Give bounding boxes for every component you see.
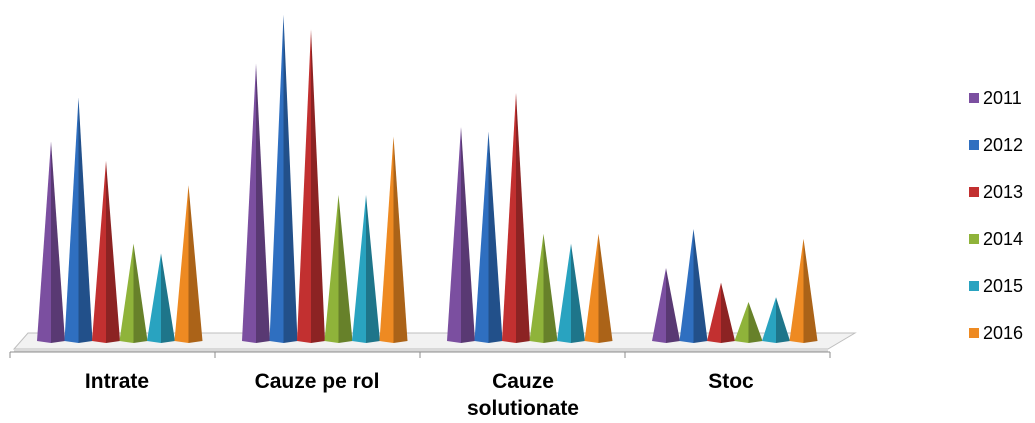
cone-left-face	[679, 229, 694, 343]
cone-2015-cauze-pe-rol	[352, 194, 380, 343]
cone-2011-stoc	[652, 267, 680, 343]
chart-cones	[37, 14, 818, 344]
legend-swatch	[969, 328, 979, 338]
category-label: Stoc	[708, 370, 754, 393]
legend-label: 2015	[983, 275, 1024, 296]
cone-left-face	[707, 282, 721, 343]
cone-left-face	[352, 194, 366, 343]
cone-left-face	[242, 63, 256, 343]
cone-2011-cauze-solutionate	[447, 126, 475, 343]
cone-2014-cauze-solutionate	[529, 233, 558, 343]
cone-2015-intrate	[147, 253, 175, 343]
legend-item-2011: 2011	[969, 88, 1022, 108]
cone-left-face	[652, 267, 666, 343]
cone-2014-intrate	[119, 243, 148, 343]
legend-swatch	[969, 281, 979, 291]
legend-swatch	[969, 234, 979, 244]
legend-item-2014: 2014	[969, 229, 1023, 249]
legend-item-2016: 2016	[969, 323, 1023, 343]
cone-right-face	[161, 253, 175, 343]
legend-item-2012: 2012	[969, 135, 1023, 155]
cone-right-face	[488, 131, 503, 343]
cone-left-face	[269, 14, 284, 344]
cone-2016-cauze-pe-rol	[379, 136, 408, 343]
cone-left-face	[762, 297, 776, 343]
cone-2012-intrate	[64, 97, 93, 343]
legend-item-2015: 2015	[969, 276, 1023, 296]
cone-right-face	[516, 92, 530, 343]
cone-2013-stoc	[707, 282, 735, 343]
legend-label: 2014	[983, 228, 1024, 249]
legend-label: 2011	[983, 87, 1022, 108]
category-label: Cauze solutionate	[466, 370, 579, 420]
cone-left-face	[529, 233, 544, 343]
cone-left-face	[147, 253, 161, 343]
cone-left-face	[379, 136, 394, 343]
cone-right-face	[393, 136, 408, 343]
chart-floor	[9, 332, 857, 358]
cone-2012-stoc	[679, 229, 708, 343]
cone-right-face	[283, 14, 298, 344]
cone-right-face	[366, 194, 380, 343]
cone-right-face	[78, 97, 93, 343]
cone-right-face	[803, 238, 818, 343]
cone-right-face	[51, 141, 65, 343]
cone-left-face	[324, 194, 339, 343]
cone-left-face	[174, 185, 189, 343]
cone-2014-cauze-pe-rol	[324, 194, 353, 343]
cone-right-face	[256, 63, 270, 343]
legend-label: 2013	[983, 181, 1024, 202]
cone-left-face	[92, 160, 106, 343]
cone-right-face	[598, 233, 613, 343]
cone-left-face	[557, 243, 571, 343]
cone-right-face	[106, 160, 120, 343]
cone-right-face	[666, 267, 680, 343]
cone-left-face	[789, 238, 804, 343]
category-label: Cauze pe rol	[254, 370, 380, 393]
legend-swatch	[969, 140, 979, 150]
cone-right-face	[188, 185, 203, 343]
cone-right-face	[461, 126, 475, 343]
floor-front	[14, 349, 828, 352]
cone-2013-cauze-solutionate	[502, 92, 530, 343]
legend-swatch	[969, 187, 979, 197]
cone-left-face	[119, 243, 134, 343]
cone-left-face	[64, 97, 79, 343]
cone-left-face	[474, 131, 489, 343]
cone-2014-stoc	[734, 302, 763, 343]
cone-2013-intrate	[92, 160, 120, 343]
cone-right-face	[338, 194, 353, 343]
cone-right-face	[133, 243, 148, 343]
cone-right-face	[311, 29, 325, 344]
cone-right-face	[571, 243, 585, 343]
cone-left-face	[734, 302, 749, 343]
legend-item-2013: 2013	[969, 182, 1023, 202]
cone-2013-cauze-pe-rol	[297, 29, 325, 344]
cone-2016-stoc	[789, 238, 818, 343]
cone-2012-cauze-pe-rol	[269, 14, 298, 344]
cone-left-face	[297, 29, 311, 344]
cone-right-face	[693, 229, 708, 343]
cone-left-face	[502, 92, 516, 343]
cone-left-face	[447, 126, 461, 343]
legend-swatch	[969, 93, 979, 103]
cone-right-face	[721, 282, 735, 343]
cone-right-face	[748, 302, 763, 343]
cone-2011-intrate	[37, 141, 65, 343]
cone-2012-cauze-solutionate	[474, 131, 503, 343]
cone-right-face	[543, 233, 558, 343]
legend-label: 2012	[983, 134, 1024, 155]
legend-label: 2016	[983, 322, 1024, 343]
cone-left-face	[584, 233, 599, 343]
category-label: Intrate	[84, 370, 150, 393]
cone-2016-cauze-solutionate	[584, 233, 613, 343]
cone-right-face	[776, 297, 790, 343]
cone-2016-intrate	[174, 185, 203, 343]
cone-2015-stoc	[762, 297, 790, 343]
cone-2015-cauze-solutionate	[557, 243, 585, 343]
cone-left-face	[37, 141, 51, 343]
cone-2011-cauze-pe-rol	[242, 63, 270, 343]
